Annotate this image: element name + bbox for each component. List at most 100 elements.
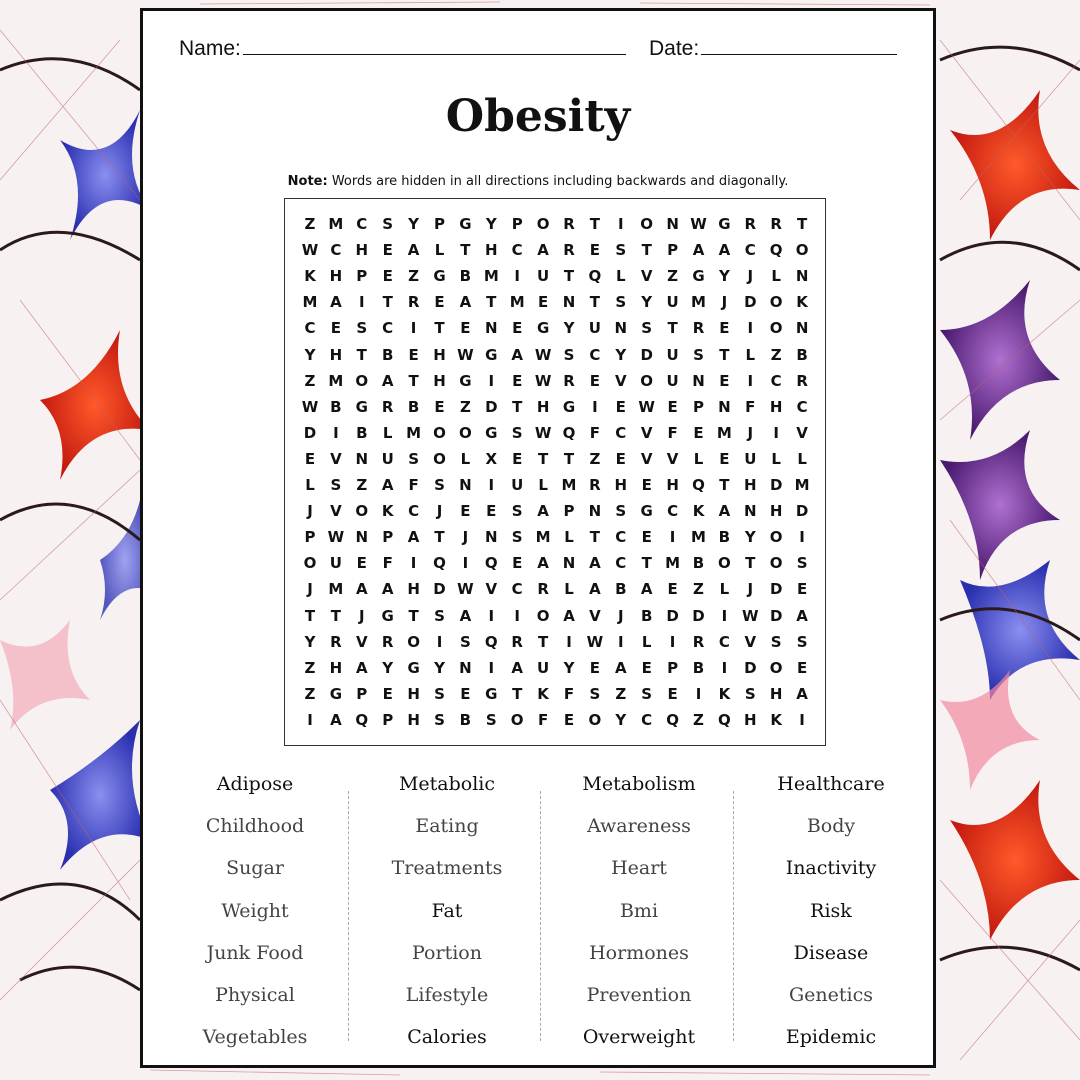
grid-letter[interactable]: I <box>514 267 520 286</box>
grid-letter[interactable]: E <box>382 241 393 260</box>
grid-letter[interactable]: V <box>614 371 627 390</box>
grid-letter[interactable]: F <box>563 684 575 703</box>
grid-letter[interactable]: O <box>769 528 783 547</box>
grid-letter[interactable]: Z <box>304 658 316 677</box>
grid-letter[interactable]: W <box>534 371 552 390</box>
grid-letter[interactable]: T <box>563 449 575 468</box>
grid-letter[interactable]: I <box>462 554 469 573</box>
grid-letter[interactable]: G <box>562 397 576 416</box>
grid-letter[interactable]: M <box>483 267 499 286</box>
grid-letter[interactable]: T <box>589 293 600 312</box>
grid-letter[interactable]: C <box>356 215 368 233</box>
grid-letter[interactable]: R <box>563 371 575 390</box>
grid-letter[interactable]: N <box>795 319 809 338</box>
date-field[interactable]: Date: <box>649 37 898 61</box>
grid-letter[interactable]: T <box>304 606 316 625</box>
grid-letter[interactable]: O <box>640 215 654 233</box>
grid-letter[interactable]: E <box>512 371 523 390</box>
grid-letter[interactable]: S <box>459 632 471 651</box>
grid-letter[interactable]: E <box>460 684 471 703</box>
grid-letter[interactable]: S <box>485 710 497 729</box>
grid-letter[interactable]: C <box>408 502 420 521</box>
grid-letter[interactable]: Z <box>304 371 316 390</box>
grid-letter[interactable]: I <box>592 397 598 416</box>
grid-letter[interactable]: S <box>563 345 575 364</box>
grid-letter[interactable]: D <box>433 580 446 599</box>
grid-letter[interactable]: Q <box>588 267 602 286</box>
grid-letter[interactable]: I <box>488 371 495 390</box>
grid-letter[interactable]: J <box>462 528 469 547</box>
grid-letter[interactable]: C <box>667 502 679 521</box>
grid-letter[interactable]: T <box>408 606 419 625</box>
grid-letter[interactable]: L <box>641 632 652 651</box>
grid-letter[interactable]: A <box>407 528 420 547</box>
grid-letter[interactable]: T <box>434 528 445 547</box>
grid-letter[interactable]: E <box>382 267 393 286</box>
grid-letter[interactable]: J <box>307 502 313 521</box>
grid-letter[interactable]: E <box>667 684 678 703</box>
grid-letter[interactable]: I <box>669 632 676 651</box>
grid-letter[interactable]: C <box>770 371 782 390</box>
grid-letter[interactable]: L <box>434 241 445 260</box>
grid-letter[interactable]: Z <box>589 449 601 468</box>
grid-letter[interactable]: V <box>589 606 601 625</box>
grid-letter[interactable]: X <box>485 449 498 468</box>
grid-letter[interactable]: A <box>796 684 808 703</box>
grid-letter[interactable]: H <box>329 658 343 677</box>
grid-letter[interactable]: Z <box>693 710 704 729</box>
grid-letter[interactable]: G <box>485 345 498 364</box>
grid-letter[interactable]: O <box>459 423 472 442</box>
grid-letter[interactable]: C <box>511 241 523 260</box>
grid-letter[interactable]: M <box>691 293 706 312</box>
grid-letter[interactable]: E <box>408 345 419 364</box>
grid-letter[interactable]: D <box>744 293 757 312</box>
grid-letter[interactable]: V <box>640 423 653 442</box>
grid-letter[interactable]: S <box>589 684 601 703</box>
grid-letter[interactable]: S <box>641 684 653 703</box>
grid-letter[interactable]: E <box>615 397 626 416</box>
grid-letter[interactable]: P <box>382 710 394 729</box>
grid-letter[interactable]: V <box>485 580 498 599</box>
grid-letter[interactable]: I <box>618 215 624 233</box>
grid-letter[interactable]: E <box>512 319 523 338</box>
grid-letter[interactable]: Y <box>744 528 756 547</box>
grid-letter[interactable]: H <box>433 371 446 390</box>
grid-letter[interactable]: H <box>407 580 420 599</box>
grid-letter[interactable]: A <box>537 554 549 573</box>
grid-letter[interactable]: R <box>692 632 705 651</box>
grid-letter[interactable]: A <box>692 241 705 260</box>
grid-letter[interactable]: L <box>745 345 756 364</box>
grid-letter[interactable]: K <box>796 293 808 312</box>
grid-letter[interactable]: P <box>356 267 368 286</box>
grid-letter[interactable]: R <box>330 632 342 651</box>
grid-letter[interactable]: A <box>381 580 394 599</box>
grid-letter[interactable]: R <box>796 371 808 390</box>
grid-letter[interactable]: E <box>719 319 730 338</box>
grid-letter[interactable]: I <box>799 528 805 547</box>
grid-letter[interactable]: I <box>799 710 805 729</box>
grid-letter[interactable]: W <box>586 632 604 651</box>
grid-letter[interactable]: V <box>355 632 368 651</box>
grid-letter[interactable]: Y <box>718 267 730 286</box>
grid-letter[interactable]: O <box>303 554 317 573</box>
grid-letter[interactable]: I <box>333 423 339 442</box>
grid-letter[interactable]: S <box>770 632 782 651</box>
grid-letter[interactable]: R <box>770 215 782 233</box>
grid-letter[interactable]: W <box>742 606 759 625</box>
grid-letter[interactable]: K <box>770 710 782 729</box>
grid-letter[interactable]: M <box>535 528 551 547</box>
grid-letter[interactable]: B <box>356 423 368 442</box>
grid-letter[interactable]: T <box>486 293 497 312</box>
grid-letter[interactable]: I <box>747 371 754 390</box>
grid-letter[interactable]: G <box>329 684 343 703</box>
grid-letter[interactable]: N <box>744 502 757 521</box>
grid-letter[interactable]: Y <box>304 345 316 364</box>
grid-letter[interactable]: H <box>769 397 783 416</box>
grid-letter[interactable]: L <box>771 267 781 286</box>
grid-letter[interactable]: U <box>537 267 550 286</box>
grid-letter[interactable]: U <box>666 345 679 364</box>
grid-letter[interactable]: M <box>691 528 706 547</box>
grid-letter[interactable]: B <box>692 658 705 677</box>
grid-letter[interactable]: A <box>355 658 368 677</box>
grid-letter[interactable]: S <box>330 476 342 494</box>
